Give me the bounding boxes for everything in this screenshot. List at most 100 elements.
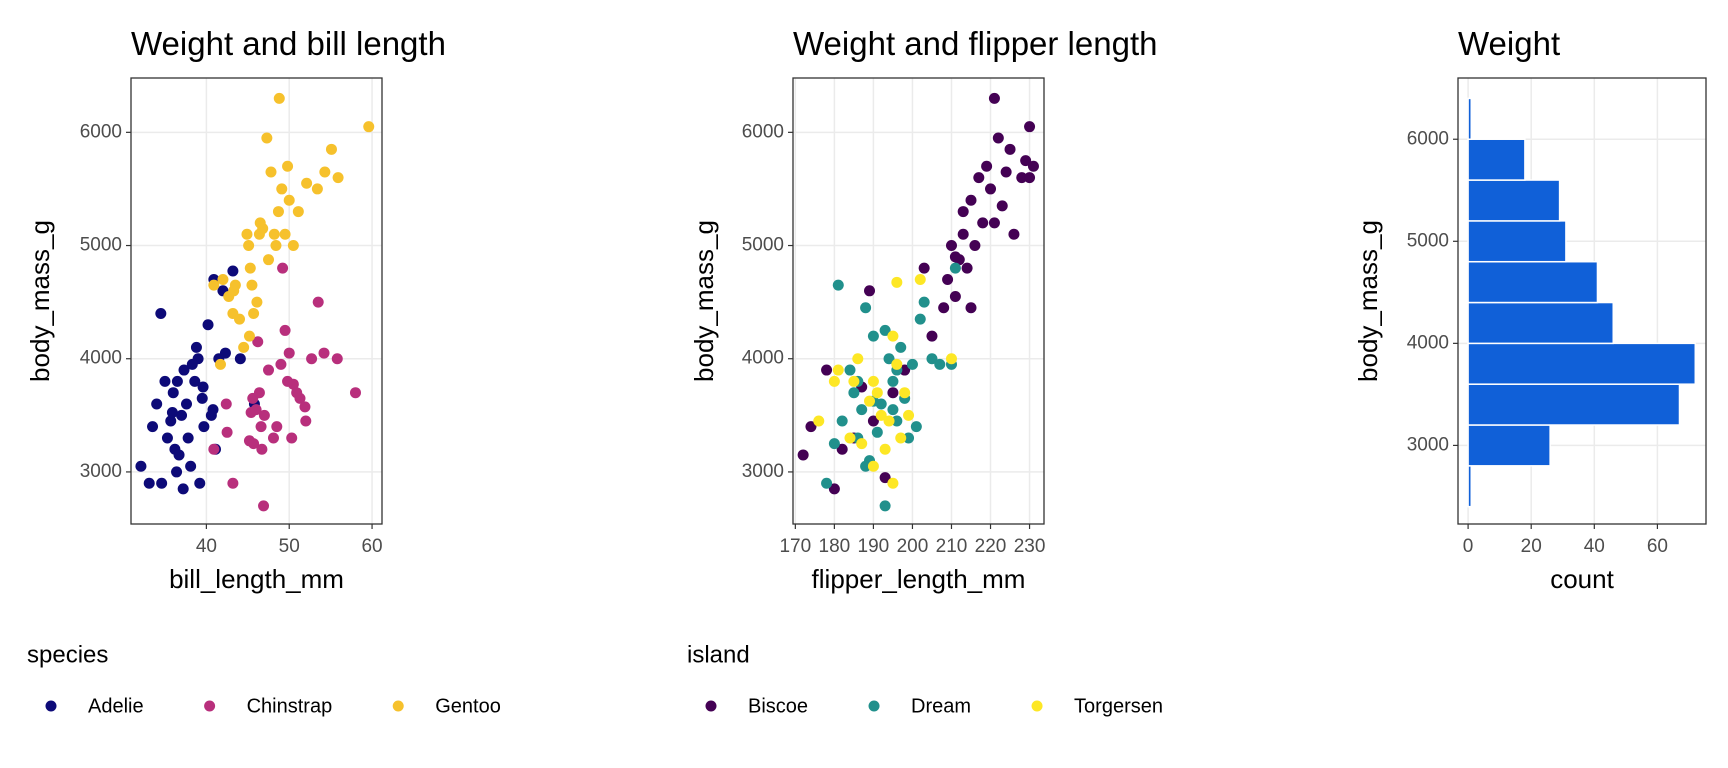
point <box>891 358 903 370</box>
point <box>836 415 848 427</box>
y-tick-label: 6000 <box>742 121 784 142</box>
point <box>265 166 277 178</box>
point <box>1000 166 1012 178</box>
point <box>273 92 285 104</box>
point <box>155 307 167 319</box>
x-axis-label: bill_length_mm <box>169 564 344 594</box>
point <box>171 375 183 387</box>
point <box>945 353 957 365</box>
y-tick-label: 4000 <box>80 348 122 369</box>
point <box>867 375 879 387</box>
point <box>208 443 220 455</box>
plot-background <box>793 78 1044 524</box>
x-tick-label: 40 <box>1584 536 1605 557</box>
point <box>277 262 289 274</box>
point <box>181 398 193 410</box>
point <box>272 206 284 218</box>
point <box>214 358 226 370</box>
point <box>220 398 232 410</box>
point <box>1024 172 1036 184</box>
bar <box>1467 220 1567 263</box>
y-tick-label: 6000 <box>1407 128 1449 149</box>
legend-key <box>204 700 216 712</box>
legend-label: Biscoe <box>748 695 808 717</box>
point <box>234 313 246 325</box>
chart-title: Weight and bill length <box>131 25 446 62</box>
point <box>229 279 241 291</box>
point <box>887 404 899 416</box>
point <box>926 353 938 365</box>
y-tick-label: 5000 <box>1407 230 1449 251</box>
point <box>147 421 159 433</box>
point <box>903 432 915 444</box>
legend-label: Torgersen <box>1074 695 1163 717</box>
point <box>860 460 872 472</box>
point <box>871 426 883 438</box>
y-tick-label: 4000 <box>1407 332 1449 353</box>
panel: 3000 4000 5000 6000 170 180 190 200 210 220 230 Wei… <box>689 25 1158 594</box>
point <box>821 477 833 489</box>
point <box>256 443 268 455</box>
point <box>349 387 361 399</box>
point <box>1020 155 1032 167</box>
point <box>828 438 840 450</box>
point <box>287 240 299 252</box>
point <box>196 392 208 404</box>
point <box>227 265 239 277</box>
x-tick-label: 50 <box>279 536 300 557</box>
point <box>194 477 206 489</box>
point <box>969 240 981 252</box>
point <box>887 330 899 342</box>
x-tick-label: 200 <box>897 536 929 557</box>
point <box>899 387 911 399</box>
point <box>252 336 264 348</box>
x-tick-label: 60 <box>1647 536 1668 557</box>
point <box>301 177 313 189</box>
point <box>248 307 260 319</box>
point <box>895 341 907 353</box>
point <box>258 500 270 512</box>
x-tick-label: 0 <box>1463 536 1474 557</box>
point <box>903 409 915 421</box>
point <box>263 254 275 266</box>
point <box>867 330 879 342</box>
bar <box>1467 260 1599 304</box>
point <box>985 183 997 195</box>
legend-title: island <box>687 641 750 668</box>
point <box>255 421 267 433</box>
point <box>363 121 375 133</box>
point <box>135 460 147 472</box>
plot-border <box>792 77 1045 525</box>
point <box>832 279 844 291</box>
point <box>254 217 266 229</box>
point <box>271 421 283 433</box>
legend-label: Dream <box>911 695 971 717</box>
y-tick-label: 3000 <box>742 461 784 482</box>
point <box>143 477 155 489</box>
bar <box>1467 179 1561 222</box>
point <box>221 426 233 438</box>
point <box>173 449 185 461</box>
point <box>973 172 985 184</box>
y-tick-label: 5000 <box>742 235 784 256</box>
point <box>860 302 872 314</box>
point <box>325 143 337 155</box>
point <box>981 160 993 172</box>
point <box>887 477 899 489</box>
point <box>1024 121 1036 133</box>
point <box>197 381 209 393</box>
point <box>848 375 860 387</box>
x-axis-label: count <box>1550 564 1614 594</box>
point <box>988 92 1000 104</box>
x-tick-label: 230 <box>1014 536 1046 557</box>
point <box>286 432 298 444</box>
legend-key <box>1031 700 1043 712</box>
point <box>207 404 219 416</box>
point <box>887 375 899 387</box>
point <box>311 183 323 195</box>
point <box>244 262 256 274</box>
point <box>918 262 930 274</box>
point <box>988 217 1000 229</box>
y-axis-label: body_mass_g <box>1353 220 1383 382</box>
